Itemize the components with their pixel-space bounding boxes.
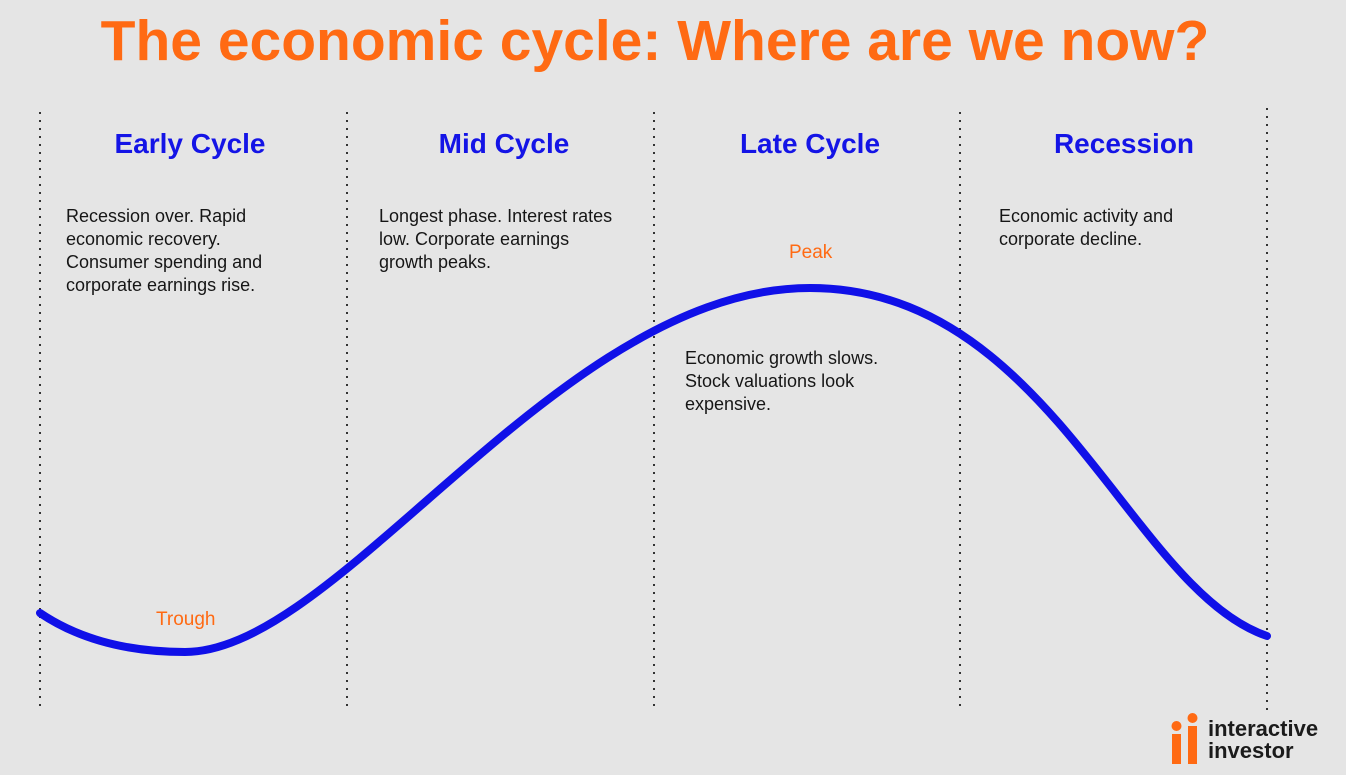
phase-description-recession: Economic activity and corporate decline. (999, 206, 1174, 249)
phase-description-late-cycle: Economic growth slows. Stock valuations … (685, 348, 879, 414)
trough-label: Trough (156, 609, 216, 630)
page-title: The economic cycle: Where are we now? (100, 9, 1210, 73)
ii-logo-icon (1171, 713, 1198, 764)
economic-cycle-curve (36, 283, 1271, 657)
peak-label: Peak (789, 242, 833, 263)
phase-title-early-cycle: Early Cycle (114, 128, 266, 159)
phase-title-recession: Recession (1053, 128, 1195, 159)
phase-title-mid-cycle: Mid Cycle (438, 128, 570, 159)
phase-description-mid-cycle: Longest phase. Interest rates low. Corpo… (379, 206, 613, 272)
phase-description-early-cycle: Recession over. Rapid economic recovery.… (66, 206, 263, 295)
phase-title-late-cycle: Late Cycle (739, 128, 881, 159)
interactive-investor-logo: interactive investor (1168, 712, 1338, 767)
logo-text: interactive investor (1208, 716, 1319, 763)
